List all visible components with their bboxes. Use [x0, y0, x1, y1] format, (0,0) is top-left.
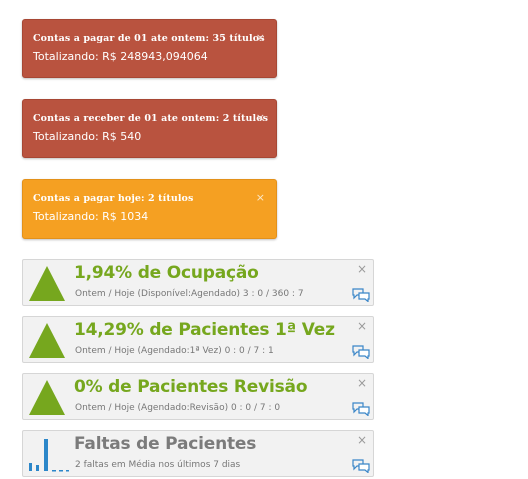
close-icon[interactable]: × — [356, 262, 367, 276]
stat-title: 14,29% de Pacientes 1ª Vez — [74, 320, 335, 340]
stat-title: Faltas de Pacientes — [74, 434, 257, 454]
comment-icon[interactable] — [352, 402, 370, 416]
stat-card-ocupacao: 1,94% de Ocupação Ontem / Hoje (Disponív… — [22, 259, 374, 306]
triangle-up-icon — [29, 266, 65, 301]
stat-subtitle: Ontem / Hoje (Agendado:Revisão) 0 : 0 / … — [75, 403, 281, 413]
triangle-up-icon — [29, 380, 65, 415]
alert-contas-pagar-ontem: Contas a pagar de 01 ate ontem: 35 títul… — [22, 19, 277, 78]
close-icon[interactable]: × — [356, 433, 367, 447]
close-icon[interactable]: × — [356, 319, 367, 333]
close-icon[interactable]: × — [255, 111, 265, 124]
stat-title: 1,94% de Ocupação — [74, 263, 259, 283]
alert-contas-receber-ontem: Contas a receber de 01 ate ontem: 2 títu… — [22, 99, 277, 158]
comment-icon[interactable] — [352, 288, 370, 302]
stat-title: 0% de Pacientes Revisão — [74, 377, 308, 397]
alert-title: Contas a receber de 01 ate ontem: 2 títu… — [33, 113, 269, 124]
stat-card-pacientes-1a-vez: 14,29% de Pacientes 1ª Vez Ontem / Hoje … — [22, 316, 374, 363]
alert-total: Totalizando: R$ 540 — [33, 130, 142, 143]
comment-icon[interactable] — [352, 459, 370, 473]
alert-title: Contas a pagar de 01 ate ontem: 35 títul… — [33, 33, 265, 44]
close-icon[interactable]: × — [255, 31, 265, 44]
alert-total: Totalizando: R$ 248943,094064 — [33, 50, 208, 63]
triangle-up-icon — [29, 323, 65, 358]
close-icon[interactable]: × — [356, 376, 367, 390]
stat-subtitle: Ontem / Hoje (Agendado:1ª Vez) 0 : 0 / 7… — [75, 346, 274, 356]
comment-icon[interactable] — [352, 345, 370, 359]
stat-subtitle: Ontem / Hoje (Disponível:Agendado) 3 : 0… — [75, 289, 304, 299]
close-icon[interactable]: × — [255, 191, 265, 204]
stat-card-pacientes-revisao: 0% de Pacientes Revisão Ontem / Hoje (Ag… — [22, 373, 374, 420]
stat-card-faltas-pacientes: Faltas de Pacientes 2 faltas em Média no… — [22, 430, 374, 477]
alert-total: Totalizando: R$ 1034 — [33, 210, 149, 223]
stat-subtitle: 2 faltas em Média nos últimos 7 dias — [75, 460, 241, 470]
alert-title: Contas a pagar hoje: 2 títulos — [33, 193, 194, 204]
bar-chart-icon — [29, 439, 69, 472]
alert-contas-pagar-hoje: Contas a pagar hoje: 2 títulos Totalizan… — [22, 179, 277, 239]
